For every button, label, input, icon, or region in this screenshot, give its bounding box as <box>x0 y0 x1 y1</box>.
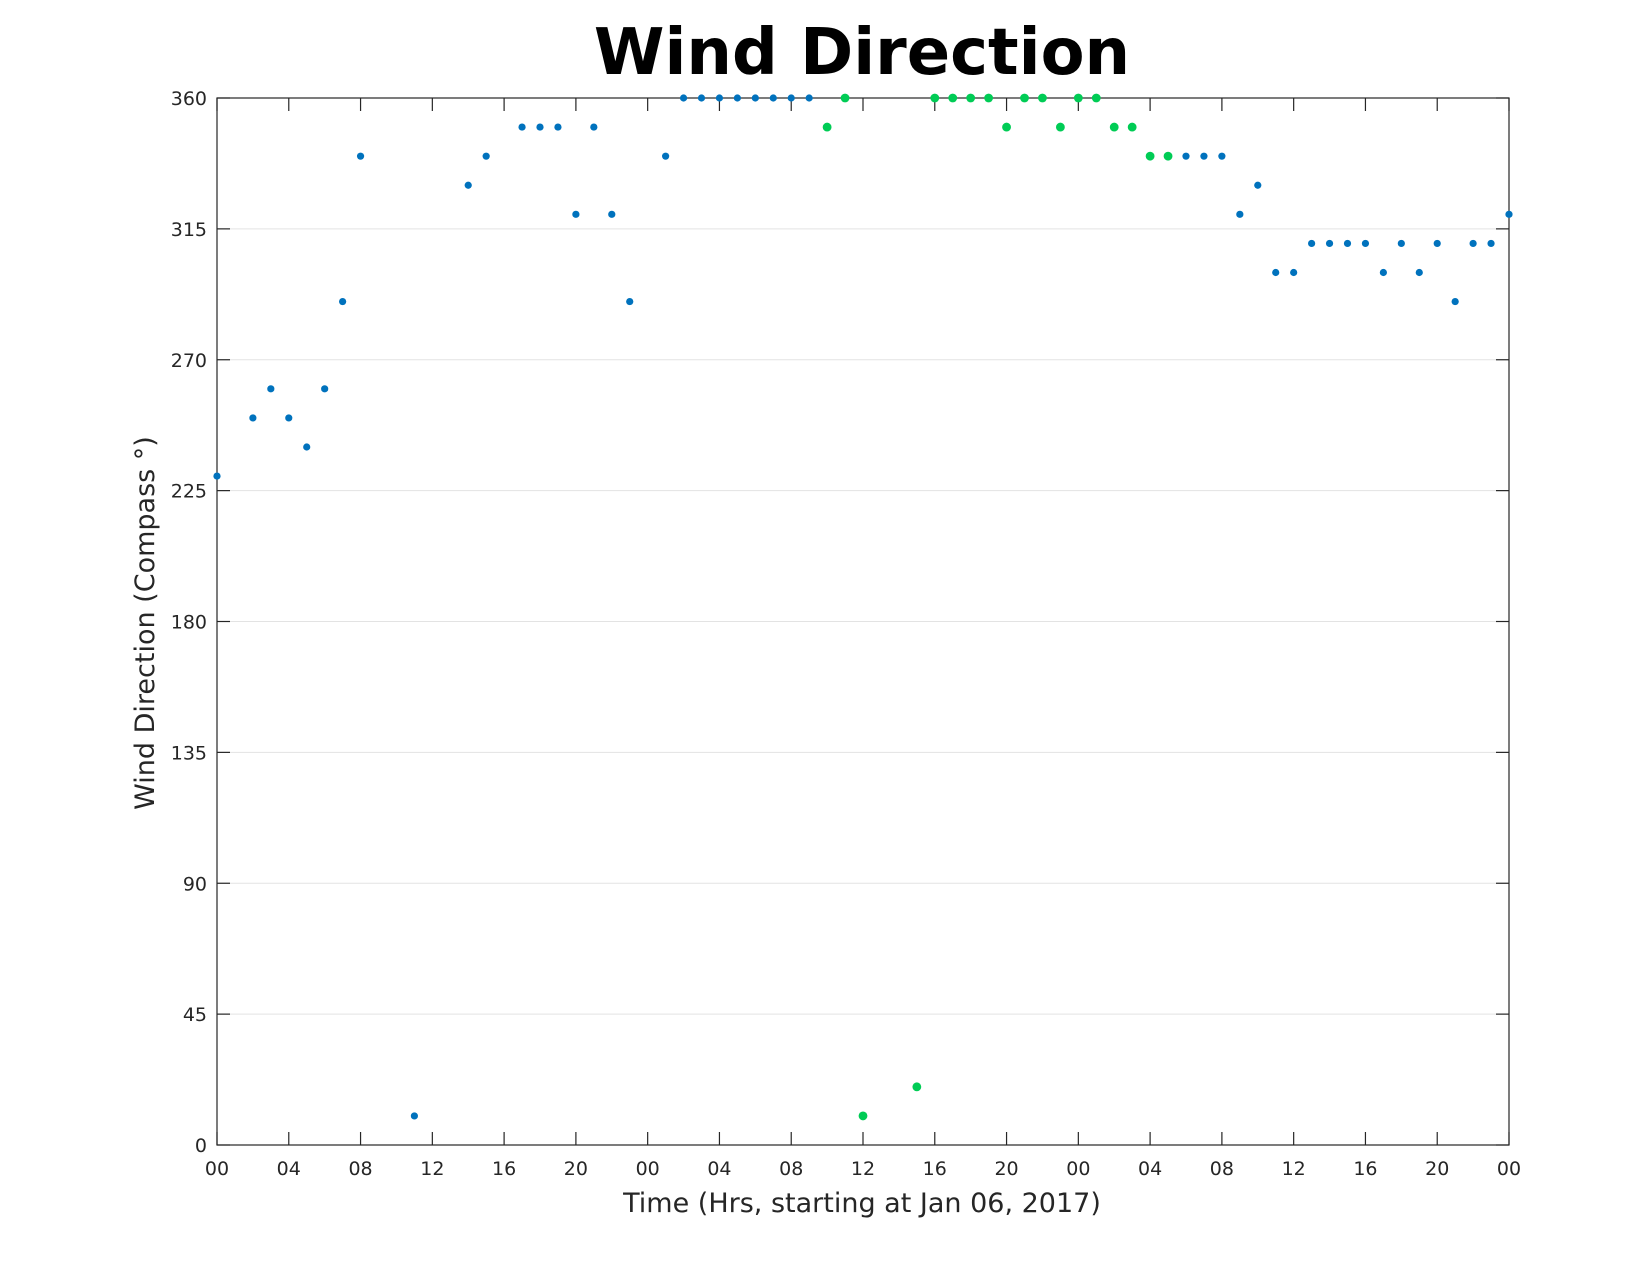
data-point <box>1254 181 1262 189</box>
data-point <box>984 93 994 103</box>
data-point <box>213 472 221 480</box>
data-point <box>303 443 311 451</box>
data-point <box>840 93 850 103</box>
data-point <box>1361 239 1370 248</box>
data-point <box>822 122 832 132</box>
data-point <box>662 152 670 160</box>
data-point <box>1308 239 1316 248</box>
data-point <box>966 93 976 103</box>
data-point <box>1236 210 1244 218</box>
data-point <box>912 1082 922 1092</box>
y-tick-label: 135 <box>171 742 207 764</box>
data-points <box>213 93 1513 1121</box>
data-point <box>1272 268 1280 277</box>
x-tick-label: 12 <box>851 1158 875 1180</box>
data-point <box>697 94 706 102</box>
chart-title: Wind Direction <box>594 16 1130 90</box>
data-point <box>482 152 490 160</box>
data-point <box>626 297 634 306</box>
axis-ticks: 0 45 90 135 180 225 270 315 360 00 04 08 12 16 20 00 04 0… <box>171 88 1521 1180</box>
x-tick-label: 20 <box>564 1158 588 1180</box>
data-point <box>339 297 347 306</box>
x-tick-label: 00 <box>205 1158 229 1180</box>
data-point <box>1325 239 1334 248</box>
data-point <box>1127 122 1137 132</box>
data-point <box>1218 152 1226 160</box>
data-point <box>1002 122 1011 132</box>
data-point <box>1038 93 1047 103</box>
y-tick-label: 0 <box>195 1135 207 1157</box>
data-point <box>1415 268 1423 277</box>
y-tick-label: 180 <box>171 612 207 634</box>
data-point <box>267 385 275 393</box>
y-axis-label: Wind Direction (Compass °) <box>130 436 161 810</box>
data-point <box>1433 239 1441 248</box>
data-point <box>249 414 257 422</box>
data-point <box>1290 268 1298 277</box>
data-point <box>948 93 958 103</box>
data-point <box>464 181 472 189</box>
data-point <box>1505 210 1513 218</box>
data-point <box>930 93 940 103</box>
y-tick-label: 90 <box>183 873 207 895</box>
x-tick-label: 00 <box>1497 1158 1521 1180</box>
data-point <box>518 123 526 131</box>
x-tick-label: 20 <box>994 1158 1018 1180</box>
data-point <box>1343 239 1352 248</box>
data-point <box>1109 122 1119 132</box>
data-point <box>1487 239 1495 248</box>
data-point <box>572 210 580 218</box>
data-point <box>858 1111 868 1121</box>
data-point <box>1397 239 1405 248</box>
x-tick-label: 20 <box>1425 1158 1449 1180</box>
data-point <box>321 385 329 393</box>
x-tick-label: 12 <box>420 1158 444 1180</box>
y-tick-label: 45 <box>183 1004 207 1026</box>
data-point <box>590 123 598 131</box>
grid-lines <box>217 228 1509 1015</box>
data-point <box>679 94 688 102</box>
x-tick-label: 12 <box>1282 1158 1306 1180</box>
y-tick-label: 270 <box>171 350 207 372</box>
y-tick-label: 225 <box>171 481 207 503</box>
y-tick-label: 315 <box>171 219 207 241</box>
data-point <box>1020 93 1029 103</box>
x-axis-label: Time (Hrs, starting at Jan 06, 2017) <box>622 1188 1101 1219</box>
x-tick-label: 16 <box>923 1158 947 1180</box>
data-point <box>733 94 741 102</box>
data-point <box>805 94 813 102</box>
data-point <box>536 123 544 131</box>
data-point <box>1055 122 1065 132</box>
y-tick-label: 360 <box>171 88 207 110</box>
data-point <box>1182 152 1190 160</box>
x-tick-label: 00 <box>636 1158 660 1180</box>
data-point <box>608 210 616 218</box>
data-point <box>1451 297 1459 306</box>
data-point <box>1073 93 1083 103</box>
data-point <box>285 414 293 422</box>
x-tick-label: 16 <box>492 1158 516 1180</box>
data-point <box>1200 152 1208 160</box>
data-point <box>787 94 795 102</box>
x-tick-label: 04 <box>1138 1158 1162 1180</box>
x-tick-label: 08 <box>348 1158 372 1180</box>
data-point <box>1163 151 1173 161</box>
data-point <box>1145 151 1155 161</box>
data-point <box>410 1112 418 1120</box>
data-point <box>1469 239 1477 248</box>
x-tick-label: 04 <box>277 1158 301 1180</box>
data-point <box>1379 268 1387 277</box>
data-point <box>769 94 777 102</box>
data-point <box>356 152 365 160</box>
x-tick-label: 00 <box>1066 1158 1090 1180</box>
data-point <box>554 123 562 131</box>
data-point <box>751 94 759 102</box>
data-point <box>715 94 724 102</box>
data-point <box>1091 93 1101 103</box>
x-tick-label: 08 <box>1210 1158 1234 1180</box>
x-tick-label: 04 <box>707 1158 731 1180</box>
x-tick-label: 16 <box>1353 1158 1377 1180</box>
x-tick-label: 08 <box>779 1158 803 1180</box>
